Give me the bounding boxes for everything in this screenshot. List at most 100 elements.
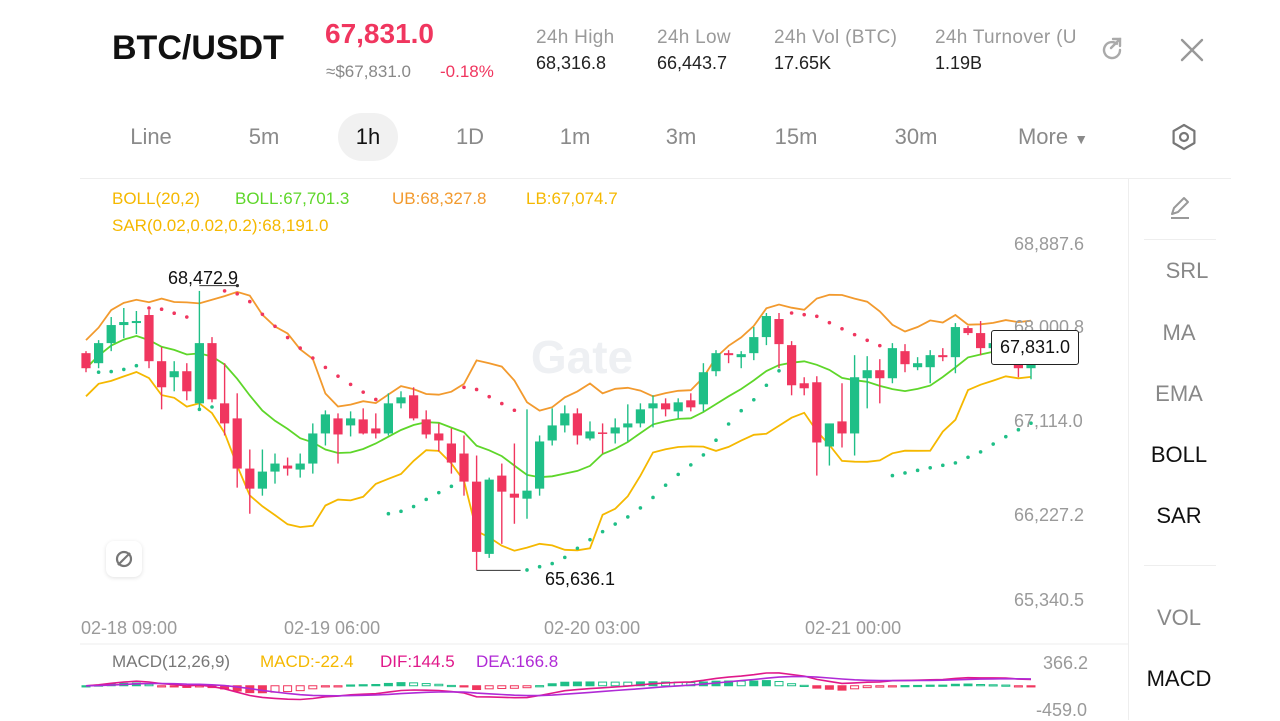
sar-dot [185, 315, 189, 319]
macd-bar [963, 683, 973, 687]
stat-value: 68,316.8 [536, 53, 607, 73]
close-icon[interactable] [1172, 30, 1212, 70]
refresh-icon[interactable] [1092, 30, 1132, 70]
sar-dot [462, 385, 466, 390]
chart-top-divider [80, 178, 1128, 179]
candle-body [446, 443, 456, 463]
sidebar-item-vol[interactable]: VOL [1156, 605, 1202, 630]
sar-dot [172, 311, 176, 316]
tab-1d[interactable]: 1D [455, 124, 485, 149]
candle-body [346, 418, 356, 426]
macd-bar [547, 683, 557, 687]
candle-body [799, 383, 809, 389]
macd-bar [295, 685, 305, 692]
settings-icon[interactable] [1164, 117, 1204, 157]
candle-body [157, 361, 167, 388]
sidebar-item-ema[interactable]: EMA [1155, 381, 1203, 406]
sar-dot [1029, 421, 1033, 426]
candle-body [749, 337, 759, 354]
macd-axis-top: 366.2 [1043, 653, 1089, 673]
candle-body [673, 402, 683, 412]
stat-label: 24h Vol (BTC) [774, 27, 898, 48]
candle-body [547, 425, 557, 441]
tab-1h[interactable]: 1h [338, 113, 398, 161]
sar-dot [222, 289, 227, 293]
sar-dot [197, 407, 202, 412]
candle-body [459, 453, 469, 482]
macd-bar [925, 684, 935, 687]
candle-body [119, 322, 129, 326]
sar-dot [978, 450, 983, 454]
sar-dot [512, 408, 517, 413]
candle-body [824, 423, 834, 447]
sar-dot [235, 292, 239, 296]
sidebar-item-boll[interactable]: BOLL [1150, 442, 1208, 467]
sar-dot [941, 463, 945, 468]
tab-15m[interactable]: 15m [774, 124, 818, 149]
more-dropdown[interactable]: More ▼ [1005, 113, 1101, 161]
sar-dot [411, 504, 416, 509]
sidebar-item-srl[interactable]: SRL [1165, 258, 1209, 283]
sar-dot [588, 537, 592, 542]
macd-bar [346, 684, 356, 687]
candle-body [976, 333, 986, 349]
sidebar-divider-1 [1144, 239, 1216, 240]
sar-dot [563, 555, 567, 560]
candle-body [169, 371, 179, 378]
tab-5m[interactable]: 5m [248, 124, 280, 149]
magnet-icon [115, 550, 133, 568]
sar-dot [109, 369, 113, 374]
last-price: 67,831.0 [325, 18, 434, 49]
sar-dot [336, 374, 340, 378]
stat-value: 1.19B [935, 53, 983, 73]
candle-body [81, 353, 91, 369]
sar-dot [550, 561, 554, 566]
sidebar-divider-2 [1144, 565, 1216, 566]
macd-bar [383, 682, 393, 687]
sidebar-divider [1128, 178, 1129, 720]
sar-dot [348, 382, 353, 387]
stat-value: 66,443.7 [657, 53, 728, 73]
sidebar-item-sar[interactable]: SAR [1156, 503, 1202, 528]
price-tick: 66,227.2 [1014, 505, 1085, 525]
candle-body [245, 468, 255, 489]
tab-30m[interactable]: 30m [894, 124, 938, 149]
sar-dot [676, 472, 680, 477]
candle-body [736, 354, 746, 358]
macd-bar [988, 684, 998, 687]
macd-bar [824, 685, 834, 690]
macd-dea-line [85, 675, 1032, 697]
sidebar-item-macd[interactable]: MACD [1146, 666, 1212, 691]
sar-dot [890, 473, 895, 478]
candlestick-chart[interactable]: Gate [0, 0, 1128, 720]
sar-dot [840, 326, 844, 331]
sar-dot [437, 490, 441, 495]
boll-mid-value: BOLL:67,701.3 [235, 189, 350, 208]
candle-body [194, 343, 204, 404]
candle-body [812, 382, 822, 443]
candle-body [421, 419, 431, 435]
tab-3m[interactable]: 3m [665, 124, 697, 149]
macd-bar [875, 685, 885, 688]
candle-body [257, 471, 267, 489]
candle-body [963, 328, 973, 334]
macd-bar [572, 681, 582, 687]
tab-1m[interactable]: 1m [559, 124, 591, 149]
sar-dot [96, 370, 101, 375]
sar-dot [134, 363, 139, 368]
high-price-label: 68,472.9 [168, 268, 239, 288]
tab-line[interactable]: Line [130, 124, 172, 149]
magnet-toggle-button[interactable] [106, 541, 142, 577]
macd-bar [396, 682, 406, 687]
macd-bar [421, 683, 431, 687]
sar-dot [122, 367, 126, 372]
candle-body [144, 315, 154, 362]
candle-body [207, 343, 217, 400]
candle-body [409, 395, 419, 419]
sidebar-item-ma[interactable]: MA [1162, 320, 1196, 345]
candle-body [308, 433, 318, 464]
boll-lower-value: LB:67,074.7 [526, 189, 618, 208]
sar-dot [600, 529, 605, 534]
draw-pencil-icon[interactable] [1160, 188, 1200, 228]
sar-dot [752, 398, 756, 402]
